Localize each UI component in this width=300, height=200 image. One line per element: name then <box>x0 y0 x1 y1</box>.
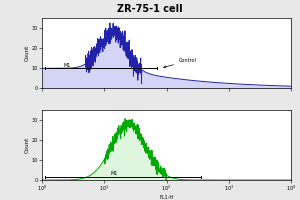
Text: M1: M1 <box>110 171 118 176</box>
Y-axis label: Count: Count <box>25 45 30 61</box>
Text: M1: M1 <box>64 63 71 68</box>
Text: ZR-75-1 cell: ZR-75-1 cell <box>117 4 183 14</box>
Y-axis label: Count: Count <box>25 137 30 153</box>
X-axis label: FL1-H: FL1-H <box>159 195 174 200</box>
Text: Control: Control <box>164 58 197 68</box>
